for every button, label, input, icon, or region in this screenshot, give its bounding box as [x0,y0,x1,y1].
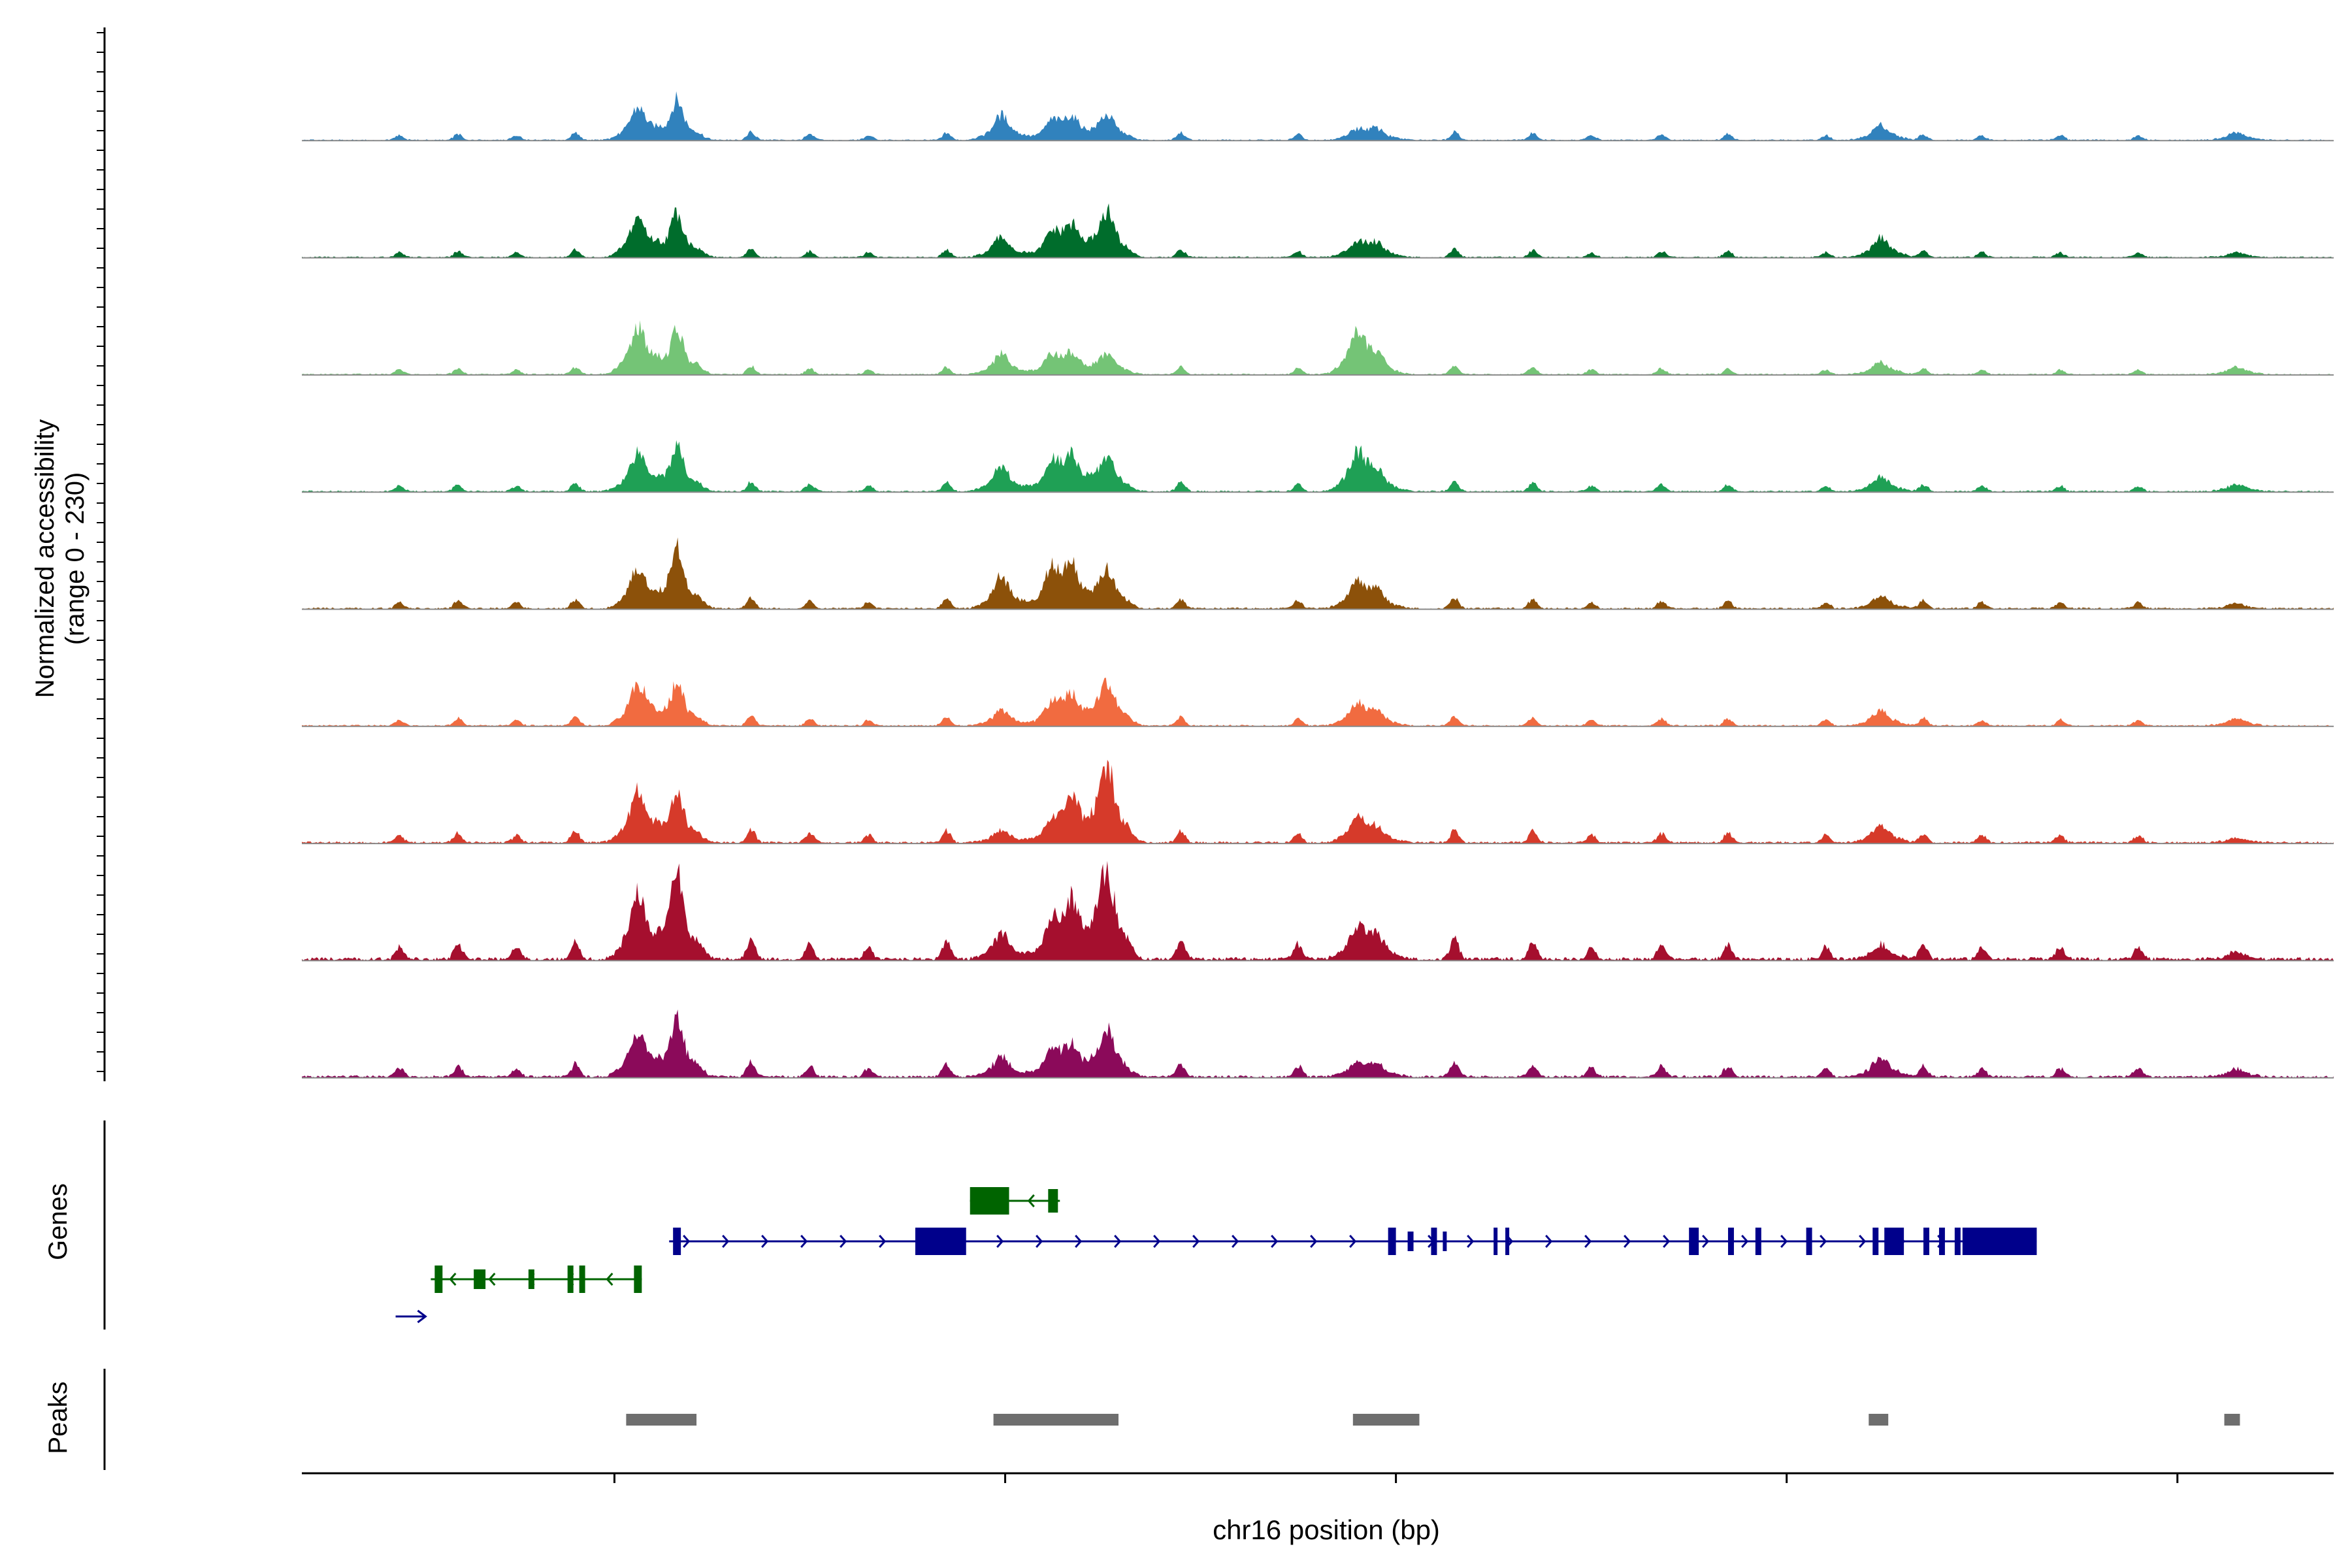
exon [1954,1228,1961,1255]
gene-annotation-track [395,1187,2037,1324]
strand-arrow [683,1235,691,1248]
exon [1755,1228,1761,1255]
strand-arrow [800,1235,808,1248]
coverage-track-6 [302,759,2334,845]
coverage-track-5 [302,678,2334,727]
peak-region-track [626,1414,2240,1426]
gene-camk2n2 [970,1187,1060,1215]
exon [1872,1228,1879,1255]
exon [1443,1232,1447,1251]
coverage-track-8 [302,1009,2334,1079]
strand-arrow [722,1235,730,1248]
exon [528,1269,534,1289]
exon [579,1266,585,1293]
exon [673,1228,681,1255]
exon [1727,1228,1734,1255]
coverage-area [302,320,2334,375]
coverage-area [302,91,2334,141]
coverage-tracks [302,91,2334,1079]
strand-arrow [1859,1235,1867,1248]
strand-arrow [1467,1235,1475,1248]
exon [434,1266,443,1293]
coverage-track-1 [302,203,2334,259]
strand-arrow [879,1235,887,1248]
strand-arrow [840,1235,847,1248]
peak-region [993,1414,1119,1426]
strand-arrow [1075,1235,1083,1248]
coverage-area [302,537,2334,610]
coverage-area [302,1009,2334,1078]
strand-arrow [488,1273,496,1286]
strand-arrow [761,1235,769,1248]
strand-arrow [449,1273,457,1286]
exon [1884,1228,1904,1255]
strand-arrow [1820,1235,1827,1248]
strand-arrow [1114,1235,1122,1248]
strand-arrow [1192,1235,1200,1248]
peak-region [2224,1414,2240,1426]
gene-ece2 [669,1228,2037,1255]
coverage-track-3 [302,440,2334,493]
y-axis-label-line1: Normalized accessibility [31,419,59,698]
coverage-area [302,440,2334,493]
strand-arrow [1780,1235,1788,1248]
coverage-track-2 [302,320,2334,376]
exon [1407,1232,1414,1251]
exon [634,1266,642,1293]
coverage-area [302,678,2334,727]
exon [1505,1228,1510,1255]
axes [97,27,2334,1483]
y-axis-label-line2: (range 0 - 230) [61,472,90,645]
strand-arrow [1027,1194,1035,1207]
exon [1048,1189,1058,1213]
peak-region [1869,1414,1889,1426]
peak-region [1352,1414,1420,1426]
exon [474,1269,486,1289]
strand-arrow [1584,1235,1592,1248]
coverage-area [302,860,2334,961]
strand-arrow [606,1273,613,1286]
gene-alg3 [431,1266,642,1293]
coverage-track-0 [302,91,2334,142]
coverage-track-7 [302,860,2334,962]
strand-arrow [1349,1235,1357,1248]
exon [1962,1228,2037,1255]
strand-arrow [1545,1235,1553,1248]
peaks-axis-label: Peaks [44,1381,73,1454]
strand-arrow [996,1235,1004,1248]
exon [1689,1228,1699,1255]
peak-region [626,1414,697,1426]
exon [1806,1228,1812,1255]
exon [1938,1228,1945,1255]
strand-arrow [1702,1235,1710,1248]
strand-arrow [417,1309,427,1324]
exon [1494,1228,1498,1255]
strand-arrow [1310,1235,1318,1248]
strand-arrow [1741,1235,1749,1248]
strand-arrow [1663,1235,1671,1248]
exon [1431,1228,1437,1255]
strand-arrow [1153,1235,1161,1248]
exon [915,1228,966,1255]
exon [1388,1228,1396,1255]
exon [567,1266,574,1293]
strand-arrow [1624,1235,1631,1248]
x-axis-label: chr16 position (bp) [1213,1514,1440,1545]
coverage-area [302,203,2334,258]
gene-vwa5b2 [395,1309,427,1324]
strand-arrow [1271,1235,1279,1248]
exon [970,1187,1009,1215]
coverage-area [302,759,2334,844]
exon [1923,1228,1929,1255]
genes-axis-label: Genes [44,1183,73,1260]
coverage-track-4 [302,537,2334,610]
strand-arrow [1232,1235,1239,1248]
strand-arrow [1036,1235,1043,1248]
